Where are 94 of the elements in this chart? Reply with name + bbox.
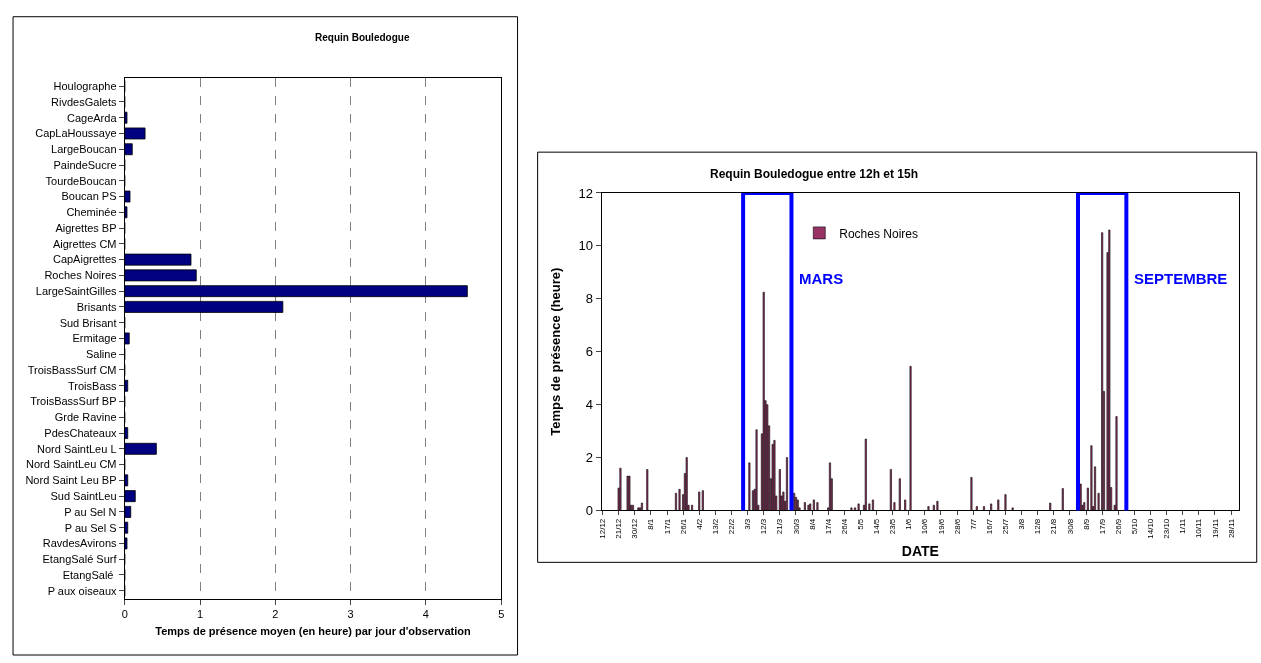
- y-tick-label: RivdesGalets: [51, 95, 118, 108]
- x-tick-label: 26/1: [678, 518, 688, 535]
- x-tick-label: 14/5: [872, 518, 882, 535]
- x-axis-title: Temps de présence moyen (en heure) par jour d'observation: [155, 625, 471, 638]
- x-tick-label: 19/11: [1210, 518, 1220, 539]
- x-tick-label: 28/11: [1226, 518, 1236, 539]
- x-tick-label: 8/1: [646, 518, 656, 530]
- x-tick-label: 12/8: [1033, 518, 1043, 535]
- y-tick-label: 6: [585, 344, 594, 360]
- x-tick-label: 1/11: [1178, 518, 1188, 534]
- x-tick-label: 17/4: [823, 518, 833, 535]
- x-tick-label: 28/6: [952, 518, 962, 535]
- y-tick-label: EtangSalé: [62, 568, 117, 581]
- x-tick-label: 26/9: [1113, 518, 1123, 535]
- y-tick-label: Ermitage: [72, 332, 117, 345]
- y-tick-label: Sud SaintLeu: [50, 489, 117, 502]
- chart-title: Requin Bouledogue: [315, 32, 410, 43]
- x-tick-label: 21/3: [775, 518, 785, 535]
- x-tick-label: 12/12: [598, 518, 608, 539]
- y-tick-label: 10: [578, 238, 594, 254]
- x-tick-label: 3/8: [1017, 518, 1027, 530]
- y-tick-label: TourdeBoucan: [45, 174, 117, 187]
- y-tick-label: TroisBassSurf BP: [30, 395, 117, 408]
- x-tick-label: 10/6: [920, 518, 930, 535]
- x-tick-label: 17/9: [1097, 518, 1107, 535]
- y-tick-label: P au Sel S: [64, 521, 117, 534]
- y-tick-label: Sud Brisant: [59, 316, 117, 329]
- x-tick-label: 16/7: [984, 518, 994, 535]
- x-tick-label: 7/7: [968, 518, 978, 530]
- y-tick-label: Brisants: [76, 300, 118, 313]
- x-tick-label: 30/8: [1065, 518, 1075, 535]
- y-tick-label: 0: [585, 503, 594, 519]
- x-tick-label: 4: [422, 607, 429, 620]
- x-tick-label: 21/8: [1049, 518, 1059, 535]
- y-tick-label: Nord SaintLeu L: [37, 442, 117, 455]
- y-tick-label: Aigrettes CM: [52, 237, 117, 250]
- x-tick-label: 0: [121, 607, 128, 620]
- y-axis-title: Temps de présence (heure): [547, 267, 563, 436]
- x-tick-label: 30/3: [791, 518, 801, 535]
- x-tick-label: 5/10: [1130, 518, 1140, 535]
- x-tick-label: 1/6: [904, 518, 914, 530]
- y-tick-label: LargeBoucan: [51, 143, 117, 156]
- x-tick-label: 8/4: [807, 518, 817, 530]
- y-tick-label: PaindeSucre: [53, 158, 117, 171]
- y-tick-label: 8: [585, 291, 594, 307]
- x-tick-label: 23/10: [1162, 518, 1172, 539]
- y-tick-label: P aux oiseaux: [47, 584, 118, 597]
- y-tick-label: Saline: [85, 348, 117, 361]
- y-tick-label: PdesChateaux: [44, 426, 118, 439]
- annotation: MARS: [799, 270, 844, 287]
- y-tick-label: Grde Ravine: [54, 411, 117, 424]
- x-axis-title: DATE: [901, 543, 939, 560]
- x-tick-label: 12/3: [759, 518, 769, 535]
- y-tick-label: 2: [585, 450, 594, 466]
- y-tick-label: LargeSaintGilles: [35, 285, 118, 297]
- x-tick-label: 14/10: [1146, 518, 1156, 539]
- y-tick-label: P au Sel N: [64, 505, 117, 518]
- y-tick-label: Aigrettes BP: [55, 221, 117, 234]
- y-tick-label: CapAigrettes: [52, 253, 118, 266]
- y-tick-label: Cheminée: [66, 206, 117, 219]
- legend-label: Roches Noires: [839, 226, 918, 241]
- x-tick-label: 19/6: [936, 518, 946, 535]
- y-tick-label: Nord SaintLeu CM: [26, 458, 117, 471]
- x-tick-label: 3: [347, 607, 354, 620]
- y-tick-label: TroisBassSurf CM: [27, 363, 117, 376]
- chart-title: Requin Bouledogue entre 12h et 15h: [710, 167, 919, 181]
- y-tick-label: 4: [585, 397, 594, 413]
- x-tick-label: 22/2: [727, 518, 737, 535]
- y-tick-label: 12: [578, 185, 594, 201]
- y-tick-label: CageArda: [66, 111, 118, 124]
- x-tick-label: 5: [498, 607, 505, 620]
- x-tick-label: 26/4: [839, 518, 849, 535]
- x-tick-label: 21/12: [614, 518, 624, 539]
- y-tick-label: Roches Noires: [44, 269, 118, 282]
- y-tick-label: RavdesAvirons: [42, 537, 118, 550]
- y-tick-label: Nord Saint Leu BP: [25, 474, 117, 487]
- y-tick-label: CapLaHoussaye: [35, 127, 117, 140]
- x-tick-label: 10/11: [1194, 518, 1204, 539]
- x-tick-label: 1: [196, 607, 204, 620]
- y-tick-label: Boucan PS: [61, 190, 117, 203]
- y-tick-label: TroisBass: [68, 379, 118, 392]
- x-tick-label: 13/2: [710, 518, 720, 535]
- y-tick-label: EtangSalé Surf: [42, 553, 118, 566]
- x-tick-label: 30/12: [630, 518, 640, 539]
- x-tick-label: 5/5: [856, 518, 866, 530]
- x-tick-label: 3/3: [743, 518, 753, 530]
- x-tick-label: 8/9: [1081, 518, 1091, 530]
- y-tick-label: Houlographe: [53, 80, 117, 93]
- annotation: SEPTEMBRE: [1134, 270, 1228, 287]
- x-tick-label: 2: [272, 607, 279, 620]
- x-tick-label: 23/5: [888, 518, 898, 535]
- x-tick-label: 4/2: [694, 518, 704, 530]
- x-tick-label: 17/1: [662, 518, 672, 535]
- x-tick-label: 25/7: [1001, 518, 1011, 535]
